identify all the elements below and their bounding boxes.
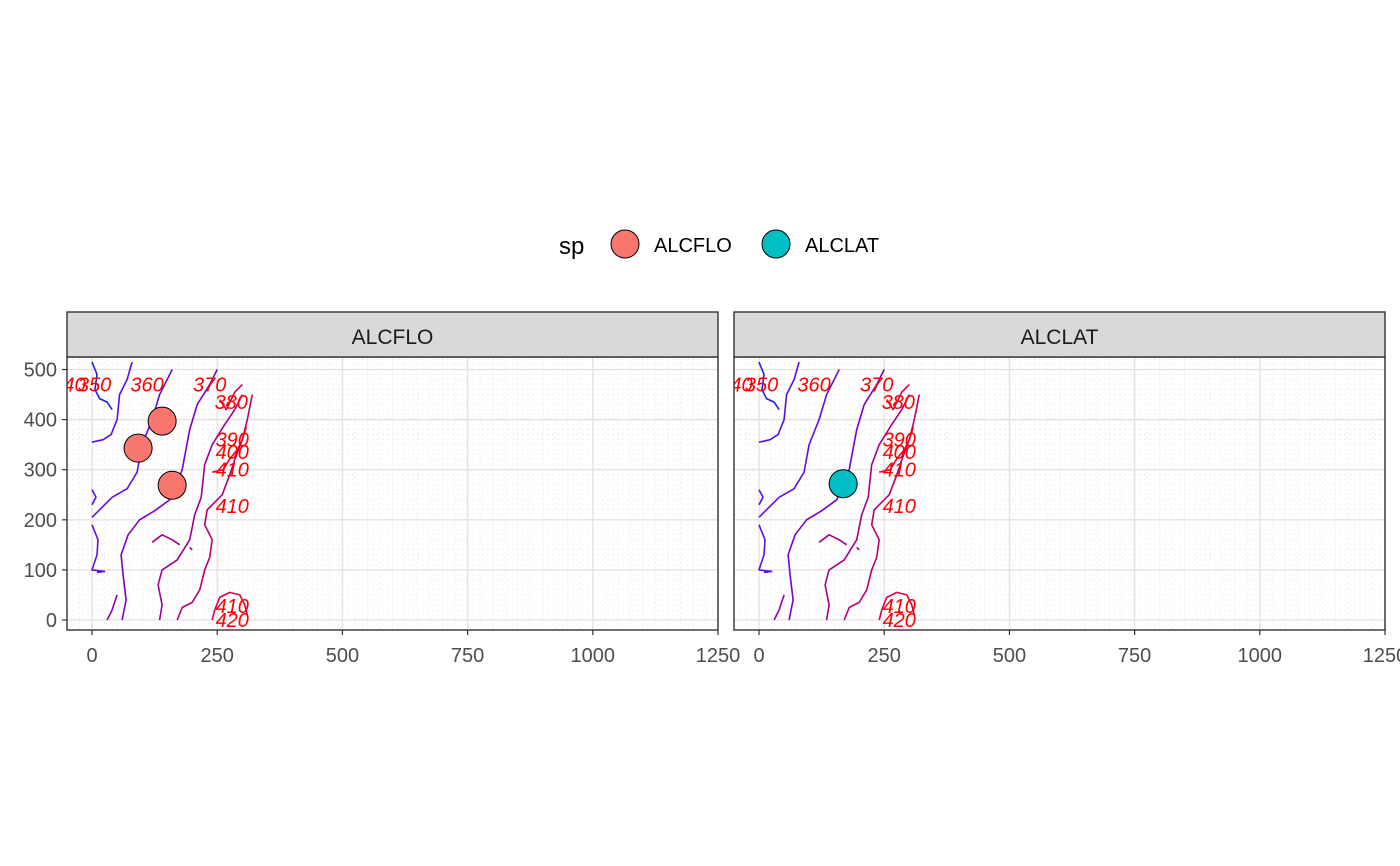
- x-tick-label: 750: [451, 645, 484, 667]
- contour-label: 380: [882, 392, 915, 414]
- data-point: [123, 433, 153, 463]
- contour-line: [157, 394, 244, 621]
- contour-label: 400: [216, 442, 249, 464]
- contour-line: [818, 534, 848, 546]
- contour-label: 390: [883, 430, 916, 452]
- contour-line: [106, 594, 118, 621]
- contour-label: 410: [883, 596, 916, 618]
- contour-line: [151, 534, 181, 546]
- contour-label: 370: [860, 375, 893, 397]
- contour-line: [91, 489, 97, 506]
- contour-line: [91, 361, 113, 411]
- contour-label: 420: [216, 610, 249, 632]
- y-tick-label: 0: [46, 610, 57, 632]
- legend-label-alclat: ALCLAT: [805, 235, 879, 257]
- contour-label: 410: [216, 460, 249, 482]
- contour-line: [878, 591, 916, 621]
- contour-label: 350: [78, 375, 111, 397]
- contour-line: [879, 426, 915, 473]
- contour-label: 400: [883, 442, 916, 464]
- x-tick-label: 1250: [1363, 645, 1400, 667]
- x-tick-label: 1000: [571, 645, 616, 667]
- contour-line: [758, 361, 800, 443]
- contour-line: [773, 594, 785, 621]
- legend-label-alcflo: ALCFLO: [654, 235, 732, 257]
- legend-key-alcflo: [610, 229, 640, 259]
- contour-line: [758, 524, 773, 574]
- x-tick-label: 1000: [1238, 645, 1283, 667]
- contour-line: [856, 546, 860, 551]
- contour-label: 390: [216, 430, 249, 452]
- x-tick-label: 500: [993, 645, 1026, 667]
- contour-label: 40: [730, 375, 752, 397]
- contour-label: 410: [883, 496, 916, 518]
- contour-line: [120, 369, 218, 621]
- x-tick-label: 0: [86, 645, 97, 667]
- contour-line: [787, 369, 885, 621]
- x-tick-label: 500: [326, 645, 359, 667]
- x-tick-label: 1250: [696, 645, 741, 667]
- facet-strip-label: ALCFLO: [352, 326, 434, 349]
- contour-label: 350: [745, 375, 778, 397]
- contour-label: 410: [216, 596, 249, 618]
- contour-label: 360: [130, 375, 163, 397]
- contour-label: 410: [216, 496, 249, 518]
- facet-strip: [66, 311, 719, 358]
- x-tick-label: 750: [1118, 645, 1151, 667]
- contour-line: [91, 361, 133, 443]
- y-tick-label: 200: [24, 510, 57, 532]
- legend: sp ALCFLO ALCLAT: [559, 229, 879, 260]
- y-tick-label: 100: [24, 560, 57, 582]
- contour-label: 360: [797, 375, 830, 397]
- y-tick-label: 300: [24, 460, 57, 482]
- contour-line: [758, 369, 840, 518]
- legend-title: sp: [559, 233, 584, 260]
- y-tick-label: 500: [24, 360, 57, 382]
- y-tick-label: 400: [24, 410, 57, 432]
- contour-line: [189, 546, 193, 551]
- contour-line: [219, 384, 243, 411]
- contour-line: [824, 394, 911, 621]
- contour-line: [211, 591, 249, 621]
- contour-line: [758, 489, 764, 506]
- x-tick-label: 0: [753, 645, 764, 667]
- data-point: [147, 406, 177, 436]
- legend-key-alclat: [761, 229, 791, 259]
- facet-strip-label: ALCLAT: [1021, 326, 1099, 349]
- contour-line: [212, 426, 248, 473]
- data-point: [157, 470, 187, 500]
- contour-label: 420: [883, 610, 916, 632]
- x-tick-label: 250: [201, 645, 234, 667]
- contour-label: 40: [63, 375, 85, 397]
- data-point: [828, 469, 858, 499]
- contour-label: 410: [883, 460, 916, 482]
- contour-line: [91, 524, 106, 574]
- contour-line: [886, 384, 910, 411]
- contour-line: [758, 361, 780, 411]
- contour-label: 370: [193, 375, 226, 397]
- x-tick-label: 250: [868, 645, 901, 667]
- facet-strip: [733, 311, 1386, 358]
- contour-label: 380: [215, 392, 248, 414]
